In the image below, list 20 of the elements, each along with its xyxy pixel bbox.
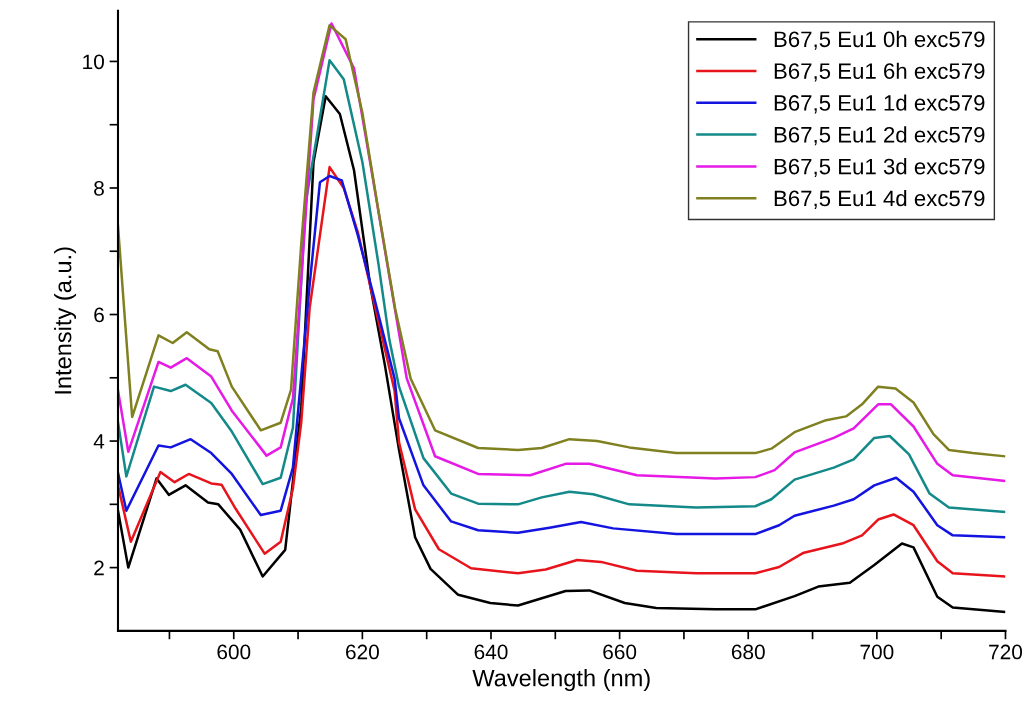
x-tick-label: 660 (603, 644, 637, 660)
legend-label: B67,5 Eu1 2d exc579 (774, 126, 985, 146)
x-tick-label: 680 (731, 644, 765, 660)
legend-label: B67,5 Eu1 0h exc579 (774, 30, 985, 50)
x-tick-label: 640 (474, 644, 508, 660)
y-tick-label: 2 (94, 560, 104, 576)
x-tick-label: 620 (346, 644, 379, 660)
y-tick-label: 4 (93, 434, 105, 449)
y-tick-label: 8 (94, 180, 104, 196)
x-axis-title: Wavelength (nm) (472, 669, 650, 692)
y-tick-label: 10 (83, 54, 104, 70)
x-tick-label: 600 (217, 644, 251, 660)
y-axis-title: Intensity (a.u.) (54, 247, 77, 394)
y-tick-label: 6 (94, 307, 104, 323)
x-tick-label: 720 (989, 644, 1023, 660)
legend-label: B67,5 Eu1 6h exc579 (774, 62, 985, 82)
legend-label: B67,5 Eu1 3d exc579 (774, 158, 985, 178)
x-tick-label: 700 (860, 644, 894, 660)
legend-label: B67,5 Eu1 1d exc579 (774, 94, 985, 114)
legend-label: B67,5 Eu1 4d exc579 (774, 189, 985, 209)
